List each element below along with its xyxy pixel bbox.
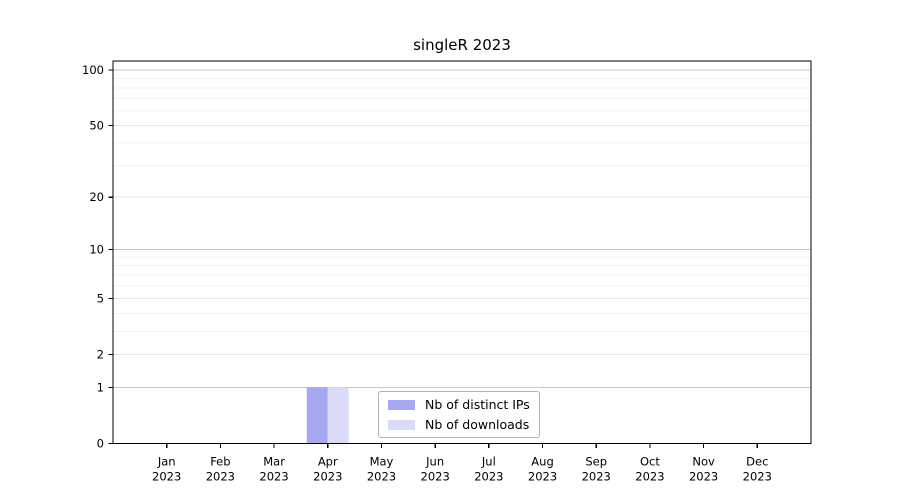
legend: Nb of distinct IPs Nb of downloads (378, 391, 540, 438)
y-tick-label: 50 (89, 118, 104, 132)
x-tick-label: May 2023 (367, 455, 396, 484)
legend-item-distinct-ips: Nb of distinct IPs (388, 396, 530, 413)
bar-apr-series0 (306, 387, 328, 444)
x-tick-label: Feb 2023 (206, 455, 235, 484)
x-tick-label: Jun 2023 (421, 455, 450, 484)
x-tick-label: Jul 2023 (474, 455, 503, 484)
axes-spines (112, 60, 812, 445)
x-tick-label: Oct 2023 (635, 455, 664, 484)
bars (306, 387, 349, 444)
y-tick-label: 1 (97, 380, 104, 394)
x-tick-label: Jan 2023 (152, 455, 181, 484)
legend-label-distinct-ips: Nb of distinct IPs (425, 397, 530, 412)
x-tick-label: Mar 2023 (259, 455, 288, 484)
legend-label-downloads: Nb of downloads (425, 417, 530, 432)
x-tick-label: Nov 2023 (689, 455, 718, 484)
x-tick-label: Dec 2023 (743, 455, 772, 484)
legend-item-downloads: Nb of downloads (388, 416, 530, 433)
legend-swatch-downloads (388, 419, 415, 430)
bar-apr-series1 (327, 387, 349, 444)
x-tick-label: Apr 2023 (313, 455, 342, 484)
y-axis-ticks: 0 1 2 5 10 20 50 100 (82, 63, 113, 450)
x-axis-ticks: Jan 2023 Feb 2023 Mar 2023 Apr 2023 May 2023 Jun 20… (152, 443, 772, 484)
y-tick-label: 0 (97, 436, 104, 450)
y-tick-label: 20 (89, 190, 104, 204)
legend-swatch-distinct-ips (388, 399, 415, 410)
x-tick-label: Aug 2023 (528, 455, 557, 484)
y-tick-label: 5 (97, 291, 104, 305)
gridlines (113, 69, 811, 388)
y-tick-label: 2 (97, 348, 104, 362)
x-tick-label: Sep 2023 (582, 455, 611, 484)
chart-title: singleR 2023 (413, 36, 511, 54)
y-tick-label: 10 (89, 242, 104, 256)
y-tick-label: 100 (82, 63, 104, 77)
